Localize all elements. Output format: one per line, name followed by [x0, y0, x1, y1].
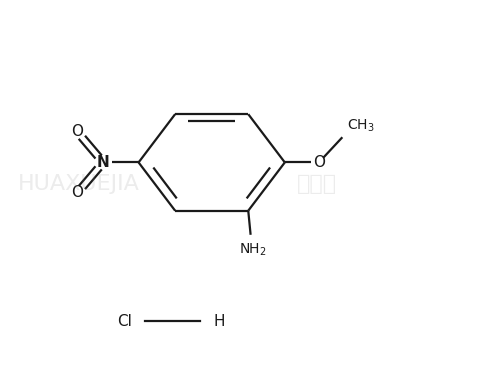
Text: N: N — [97, 155, 109, 170]
Text: H: H — [213, 314, 225, 329]
Text: O: O — [71, 185, 83, 201]
Text: CH$_3$: CH$_3$ — [347, 117, 375, 134]
Text: O: O — [71, 124, 83, 139]
Text: NH$_2$: NH$_2$ — [239, 241, 267, 258]
Text: O: O — [313, 155, 325, 170]
Text: HUAXUEJIA: HUAXUEJIA — [18, 174, 140, 194]
Text: Cl: Cl — [117, 314, 132, 329]
Text: 化学加: 化学加 — [297, 174, 337, 194]
